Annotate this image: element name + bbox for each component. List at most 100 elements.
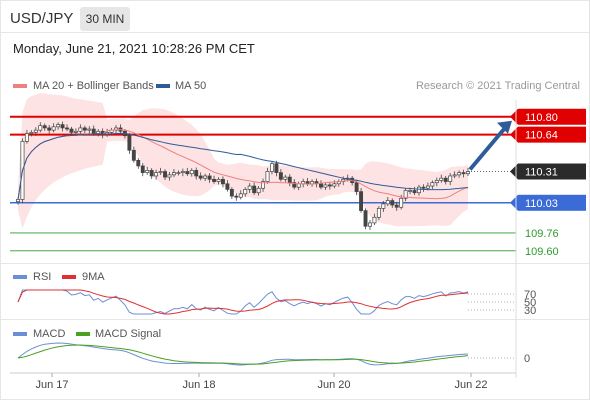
rsi-line	[17, 289, 469, 315]
candle-body	[60, 124, 65, 129]
macd-tick-0: 0	[524, 353, 530, 365]
candle-body	[221, 178, 225, 185]
ma50-legend-label: MA 50	[175, 80, 207, 92]
candle-body	[466, 171, 470, 175]
ma50-line	[17, 132, 469, 200]
candle-body	[403, 190, 408, 199]
candle-body	[73, 130, 78, 133]
candle-body	[16, 199, 20, 203]
candle-body	[56, 124, 61, 128]
rsi-tick-70: 70	[524, 289, 536, 301]
candle-body	[461, 172, 466, 175]
level-label-110-64: 110.64	[525, 130, 558, 142]
timeframe-badge[interactable]: 30 MIN	[80, 7, 130, 31]
candle-body	[51, 126, 56, 131]
candle-body	[247, 185, 252, 190]
rsi-tick-30: 30	[524, 305, 536, 317]
symbol-title: USD/JPY	[10, 10, 74, 27]
candle-body	[189, 170, 194, 175]
candle-body	[78, 127, 83, 132]
candle-body	[434, 180, 439, 184]
candle-body	[430, 182, 435, 187]
candle-body	[381, 203, 386, 209]
candle-body	[287, 176, 292, 184]
candle-body	[87, 128, 92, 131]
candle-body	[207, 175, 212, 180]
candle-body	[212, 178, 216, 182]
candle-body	[65, 127, 69, 130]
candle-body	[198, 175, 203, 179]
candle-body	[47, 127, 52, 131]
rsi-legend-swatch	[13, 275, 27, 279]
candle-body	[417, 186, 421, 194]
candle-body	[319, 183, 323, 188]
candle-body	[180, 171, 185, 173]
header-bar: USD/JPY 30 MIN	[0, 0, 590, 38]
candle-body	[91, 128, 96, 134]
bollinger-band	[18, 93, 468, 229]
candle-body	[376, 208, 381, 218]
candle-body	[327, 184, 332, 187]
candle-body	[167, 174, 172, 178]
candle-body	[265, 171, 270, 182]
candle-body	[149, 170, 154, 177]
candle-body	[176, 172, 181, 174]
candle-body	[425, 185, 430, 189]
header-divider	[0, 32, 590, 33]
level-label-109-60: 109.60	[525, 246, 559, 258]
x-tick-label: Jun 22	[454, 379, 487, 391]
candle-body	[225, 183, 230, 190]
macd-panel-divider	[0, 319, 590, 320]
rsi-panel-divider	[0, 263, 590, 264]
rsi-9ma-legend-label: 9MA	[82, 271, 105, 283]
candle-body	[234, 195, 239, 198]
candle-body	[372, 216, 377, 224]
candle-body	[292, 182, 297, 188]
candle-body	[163, 171, 167, 178]
x-tick-label: Jun 18	[182, 379, 215, 391]
candle-body	[354, 182, 359, 192]
candle-body	[439, 177, 444, 181]
level-pointer-110-64	[510, 126, 518, 143]
candle-body	[140, 165, 145, 173]
candle-body	[229, 189, 234, 197]
candle-body	[408, 190, 413, 192]
candle-body	[261, 181, 265, 189]
candle-body	[270, 163, 274, 172]
candle-body	[82, 127, 87, 131]
rsi-9ma-line	[17, 289, 469, 315]
candle-body	[412, 190, 417, 194]
candle-body	[256, 187, 261, 194]
ma20-legend-label: MA 20 + Bollinger Bands	[33, 80, 154, 92]
candle-body	[243, 189, 248, 195]
candle-body	[154, 172, 159, 177]
candle-body	[171, 172, 176, 176]
candle-body	[145, 170, 150, 173]
candle-body	[359, 191, 364, 211]
level-box-110-31	[518, 163, 586, 180]
candle-body	[421, 186, 426, 189]
candle-body	[42, 125, 47, 129]
candle-body	[385, 200, 390, 205]
candle-body	[363, 210, 368, 227]
candle-body	[238, 193, 243, 198]
candle-body	[158, 171, 163, 173]
forecast-arrow-head	[497, 120, 512, 134]
candle-body	[69, 128, 74, 133]
level-box-110-80	[518, 108, 586, 125]
candle-body	[368, 222, 372, 227]
research-credit: Research © 2021 Trading Central	[415, 80, 580, 92]
candle-body	[38, 125, 43, 131]
ma50-legend-swatch	[156, 84, 170, 88]
candle-body	[136, 159, 141, 167]
candle-body	[305, 181, 310, 185]
candle-body	[448, 175, 453, 182]
candle-body	[283, 176, 288, 180]
candle-body	[96, 130, 101, 134]
level-label-110-80: 110.80	[525, 112, 558, 124]
candle-body	[399, 197, 404, 208]
candle-body	[24, 133, 29, 142]
rsi-tick-50: 50	[524, 297, 536, 309]
candle-body	[323, 184, 328, 188]
